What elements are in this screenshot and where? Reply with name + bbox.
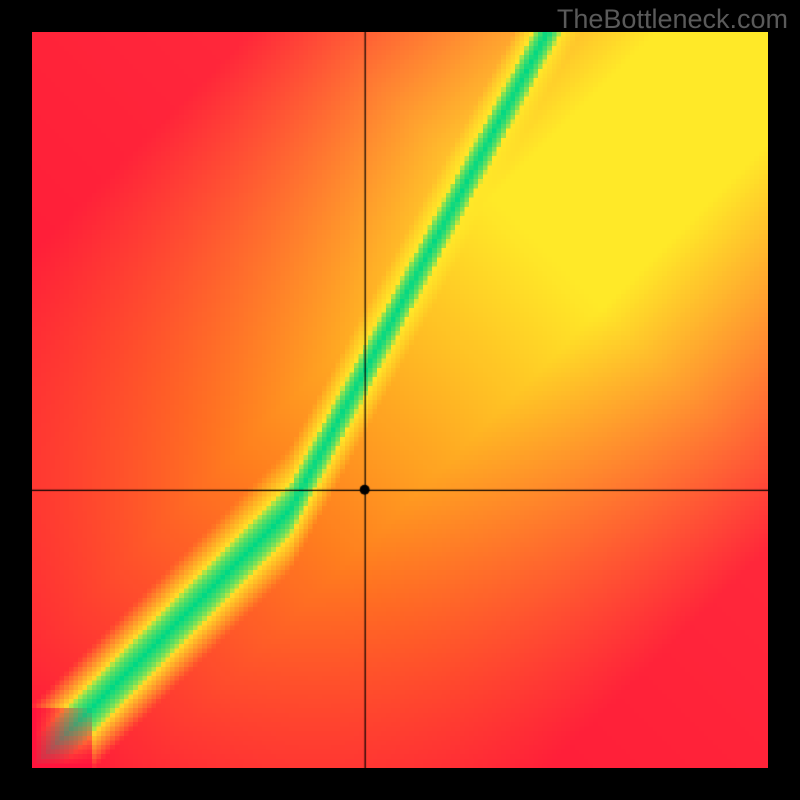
crosshair-overlay	[32, 32, 768, 768]
watermark-text: TheBottleneck.com	[557, 4, 788, 35]
